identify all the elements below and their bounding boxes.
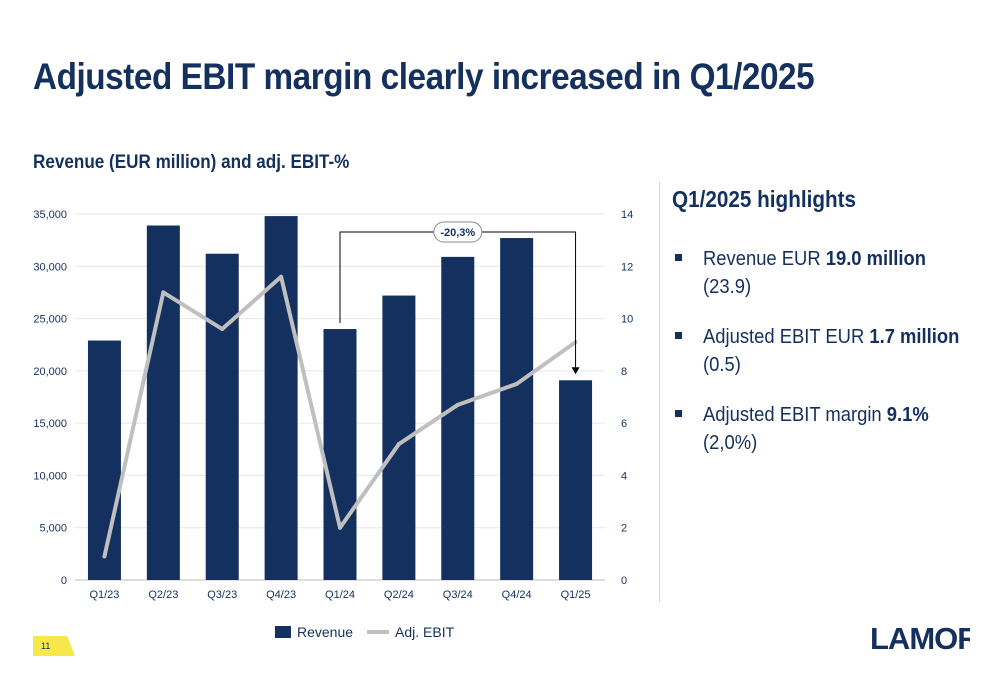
highlight-prefix: Revenue EUR	[703, 248, 826, 270]
page-title: Adjusted EBIT margin clearly increased i…	[33, 56, 815, 97]
adj-ebit-point	[455, 402, 460, 407]
y-left-tick-label: 5,000	[39, 523, 67, 535]
adj-ebit-point	[514, 381, 519, 386]
adj-ebit-point	[338, 525, 342, 530]
y-right-tick-label: 10	[621, 314, 633, 326]
highlights-list: Revenue EUR 19.0 million (23.9) Adjusted…	[675, 245, 995, 479]
adj-ebit-point	[161, 290, 166, 295]
x-tick-label: Q2/23	[148, 589, 178, 601]
logo-text: LAMOR	[870, 621, 970, 655]
revenue-bar	[264, 216, 298, 580]
divider-line	[659, 182, 660, 602]
bullet-icon	[675, 254, 682, 261]
y-left-tick-label: 25,000	[33, 314, 67, 326]
highlight-comparison: (2,0%)	[703, 432, 758, 454]
legend-swatch-adj-ebit	[367, 630, 390, 634]
page-number: 11	[33, 636, 75, 656]
x-tick-label: Q4/23	[266, 589, 296, 601]
revenue-bar	[87, 340, 121, 580]
highlight-item-revenue: Revenue EUR 19.0 million (23.9)	[675, 245, 995, 301]
highlight-item-adj-ebit: Adjusted EBIT EUR 1.7 million (0.5)	[675, 323, 995, 379]
y-left-tick-label: 20,000	[33, 366, 67, 378]
y-right-tick-label: 4	[621, 470, 627, 482]
adj-ebit-point	[396, 442, 401, 447]
highlight-value: 1.7 million	[869, 326, 960, 348]
y-left-tick-label: 30,000	[33, 261, 67, 273]
adj-ebit-point	[220, 327, 225, 332]
adj-ebit-point	[102, 554, 107, 559]
y-right-tick-label: 6	[621, 418, 627, 430]
revenue-bar	[205, 253, 239, 580]
revenue-bar	[559, 380, 593, 580]
highlight-prefix: Adjusted EBIT EUR	[703, 326, 870, 348]
y-right-tick-label: 0	[621, 575, 627, 587]
highlight-comparison: (0.5)	[703, 354, 741, 376]
x-tick-label: Q4/24	[502, 589, 532, 601]
x-tick-label: Q3/24	[443, 589, 473, 601]
y-right-tick-label: 12	[621, 261, 633, 273]
y-left-tick-label: 0	[61, 575, 67, 587]
highlight-value: 19.0 million	[825, 248, 926, 270]
annotation-pill	[433, 221, 483, 243]
x-tick-label: Q1/23	[89, 589, 119, 601]
annotation-arrow-icon	[571, 367, 580, 375]
y-left-tick-label: 10,000	[33, 470, 67, 482]
highlight-prefix: Adjusted EBIT margin	[703, 404, 887, 426]
y-right-tick-label: 14	[621, 209, 633, 221]
revenue-bar	[500, 238, 534, 580]
revenue-bar	[146, 225, 180, 580]
revenue-ebit-chart: 0 5,000 10,000 15,000 20,000 25,000 30,000 35,0…	[33, 209, 633, 601]
revenue-bar	[441, 256, 475, 580]
legend-label-revenue: Revenue	[297, 624, 354, 640]
y-left-tick-label: 15,000	[33, 418, 67, 430]
adj-ebit-point	[279, 274, 284, 279]
bullet-icon	[675, 332, 682, 339]
highlight-comparison: (23.9)	[703, 276, 752, 298]
revenue-bar	[323, 329, 357, 580]
highlights-title: Q1/2025 highlights	[672, 186, 857, 212]
x-tick-label: Q1/25	[561, 589, 591, 601]
lamor-logo: LAMOR	[870, 621, 970, 655]
annotation-label: -20,3%	[440, 227, 475, 239]
x-tick-label: Q3/23	[207, 589, 237, 601]
chart-legend: Revenue Adj. EBIT	[275, 624, 454, 640]
chart-subtitle: Revenue (EUR million) and adj. EBIT-%	[33, 152, 350, 173]
highlight-item-adj-ebit-margin: Adjusted EBIT margin 9.1% (2,0%)	[675, 401, 995, 457]
legend-swatch-revenue	[275, 626, 291, 638]
y-right-tick-label: 8	[621, 366, 627, 378]
highlight-value: 9.1%	[886, 404, 929, 426]
x-tick-label: Q1/24	[325, 589, 355, 601]
bullet-icon	[675, 410, 682, 417]
y-left-tick-label: 35,000	[33, 209, 67, 221]
y-right-tick-label: 2	[621, 523, 627, 535]
x-tick-label: Q2/24	[384, 589, 414, 601]
legend-label-adj-ebit: Adj. EBIT	[395, 624, 455, 640]
